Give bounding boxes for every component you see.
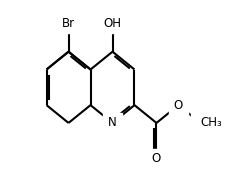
Polygon shape	[168, 95, 188, 115]
Polygon shape	[102, 113, 122, 133]
Polygon shape	[102, 14, 122, 33]
Text: CH₃: CH₃	[200, 116, 221, 129]
Polygon shape	[190, 113, 209, 133]
Text: Br: Br	[62, 17, 75, 30]
Text: O: O	[151, 152, 160, 165]
Text: N: N	[108, 116, 116, 129]
Text: OH: OH	[103, 17, 121, 30]
Polygon shape	[146, 149, 166, 168]
Polygon shape	[58, 14, 78, 33]
Text: O: O	[173, 99, 182, 112]
